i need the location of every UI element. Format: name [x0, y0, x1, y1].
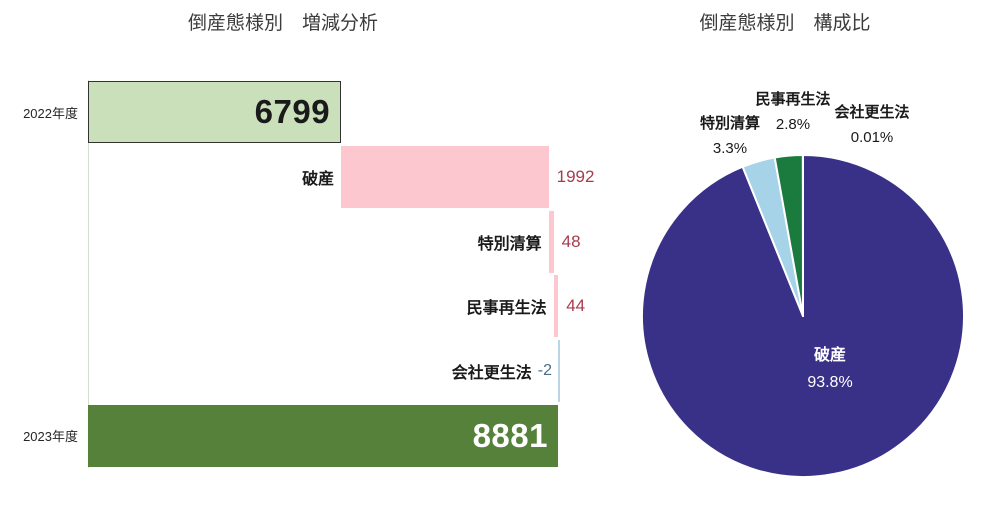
pie-label-percentage: 0.01% [850, 129, 894, 146]
total-value-label: 8881 [472, 416, 548, 454]
bar-kaisha-kousei [557, 339, 561, 402]
bar-minji-saisei [553, 275, 559, 338]
category-label-tokubetsu-seisan: 特別清算 [477, 235, 542, 253]
bar-tokubetsu-seisan [548, 210, 554, 273]
pie-data-label-kaisha-kousei: 会社更生法 0.01% [834, 100, 909, 150]
pie-data-label-hasan: 破産 93.8% [807, 342, 852, 396]
category-label-minji-saisei: 民事再生法 [466, 300, 547, 318]
bar-hasan [341, 145, 549, 208]
value-label-tokubetsu-seisan: 48 [561, 231, 581, 251]
pie-graphic [641, 153, 966, 478]
category-and-value-kaisha-kousei: 会社更生法 -2 [452, 340, 552, 402]
category-label-2023: 2023年度 [23, 429, 78, 445]
waterfall-chart-title: 倒産態様別 増減分析 [187, 13, 378, 34]
category-label-text: 会社更生法 [451, 364, 532, 382]
pie-label-percentage: 3.3% [712, 140, 748, 157]
pie-label-percentage: 2.8% [775, 116, 811, 133]
category-label-2022: 2022年度 [23, 105, 78, 121]
bar-2023-total: 8881 [88, 404, 558, 467]
pie-label-name: 特別清算 [699, 115, 761, 132]
pie-label-name: 民事再生法 [755, 91, 831, 108]
pie-label-name: 会社更生法 [834, 104, 910, 121]
value-label-text: -2 [537, 361, 552, 379]
waterfall-axis-line [88, 80, 89, 468]
category-label-hasan: 破産 [302, 170, 335, 188]
total-value-label: 6799 [254, 93, 331, 131]
value-label-hasan: 1992 [556, 166, 595, 186]
pie-data-label-minji-saisei: 民事再生法 2.8% [755, 87, 830, 137]
bar-2022-total: 6799 [88, 81, 342, 144]
pie-label-percentage: 93.8% [807, 374, 853, 391]
pie-chart-title: 倒産態様別 構成比 [699, 13, 871, 34]
value-label-minji-saisei: 44 [566, 296, 586, 316]
pie-label-name: 破産 [813, 347, 846, 364]
pie-data-label-tokubetsu-seisan: 特別清算 3.3% [700, 111, 760, 161]
